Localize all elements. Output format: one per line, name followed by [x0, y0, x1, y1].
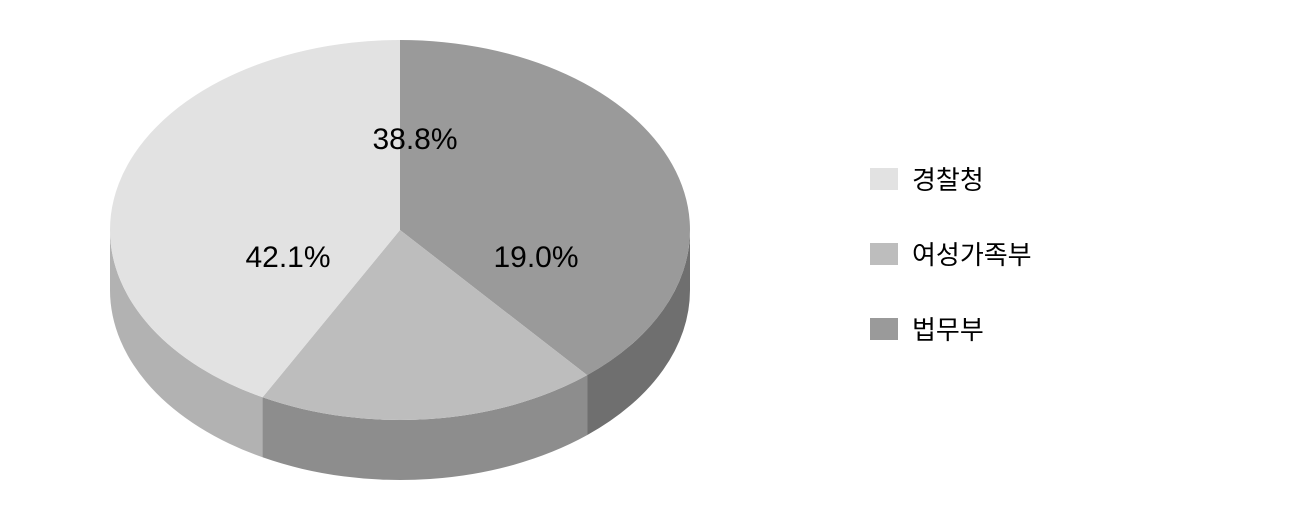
legend-swatch	[870, 168, 898, 190]
slice-label: 38.8%	[372, 123, 457, 157]
legend-label: 법무부	[912, 310, 984, 347]
chart-container: 경찰청여성가족부법무부 38.8% 19.0% 42.1%	[0, 0, 1299, 514]
legend-label: 여성가족부	[912, 235, 1032, 272]
legend-label: 경찰청	[912, 160, 984, 197]
legend: 경찰청여성가족부법무부	[870, 160, 1032, 385]
legend-item: 법무부	[870, 310, 1032, 347]
legend-item: 경찰청	[870, 160, 1032, 197]
slice-label: 42.1%	[245, 241, 330, 275]
legend-swatch	[870, 318, 898, 340]
legend-item: 여성가족부	[870, 235, 1032, 272]
legend-swatch	[870, 243, 898, 265]
pie-chart	[0, 0, 800, 519]
slice-label: 19.0%	[493, 241, 578, 275]
